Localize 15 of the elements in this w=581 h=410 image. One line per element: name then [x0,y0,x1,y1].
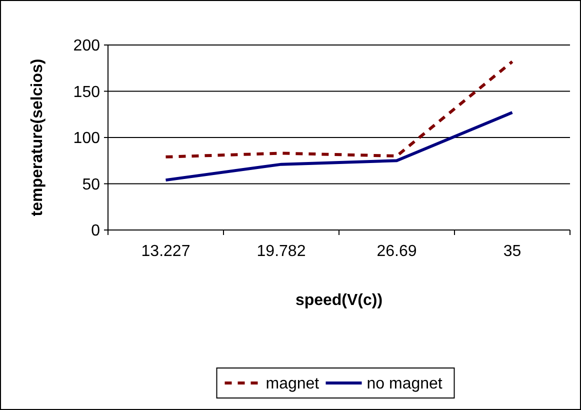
x-tick-label: 19.782 [256,243,306,260]
y-tick-label: 50 [82,176,100,194]
x-tick-label: 13.227 [141,243,190,260]
x-tick-label: 26.69 [376,243,417,260]
line-series [164,60,514,158]
y-tick-label: 0 [91,222,100,240]
y-tick-label: 100 [73,130,100,148]
x-tick-label: 35 [503,243,522,260]
legend-label: no magnet [366,376,443,393]
y-axis-title: temperature(selcios) [29,58,46,216]
y-tick-label: 150 [73,84,100,101]
y-tick-label: 200 [73,38,100,55]
line-series [164,111,514,182]
x-axis-title: speed(V(c)) [295,292,383,309]
legend-label: magnet [266,376,320,393]
